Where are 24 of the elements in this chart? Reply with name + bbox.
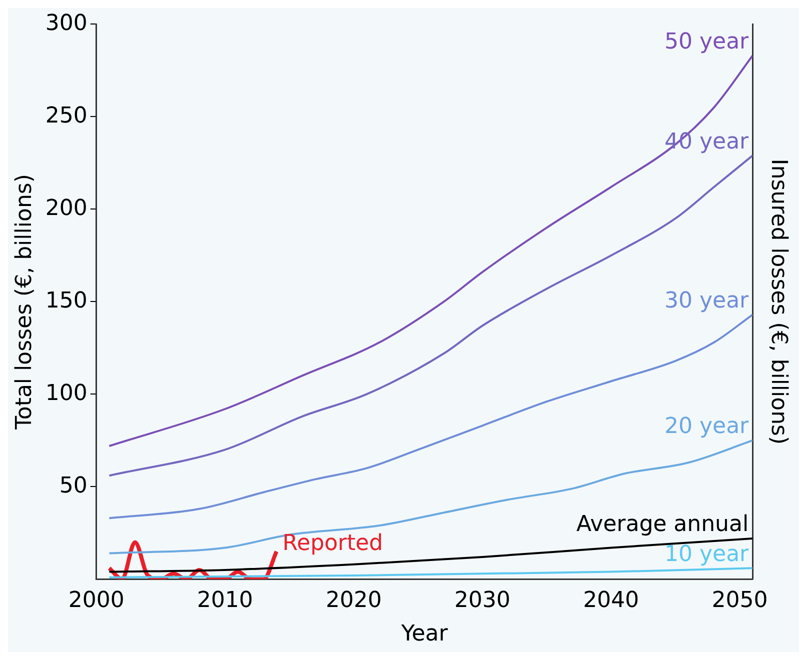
y-tick-label: 250 [45, 103, 88, 128]
y2-axis-title: Insured losses (€, billions) [766, 158, 792, 445]
series-label: 50 year [664, 29, 750, 54]
y-tick-label: 50 [59, 473, 88, 498]
y-tick-label: 300 [45, 10, 88, 36]
x-axis-title: Year [400, 622, 449, 647]
y-axis-title: Total losses (€, billions) [12, 174, 37, 430]
x-tick-label: 2000 [68, 588, 124, 614]
x-tick-label: 2030 [454, 588, 510, 614]
series-label: 30 year [664, 288, 750, 314]
x-tick-label: 2010 [197, 588, 254, 614]
x-tick-label: 2050 [712, 588, 768, 614]
series-label: 20 year [664, 414, 750, 440]
line-series [108, 54, 753, 447]
line-series [108, 567, 753, 578]
x-tick-label: 2020 [326, 588, 382, 614]
y-tick-label: 100 [45, 380, 88, 406]
y-tick-label: 200 [45, 196, 88, 221]
y-tick-label: 150 [45, 288, 88, 314]
line-series [108, 154, 753, 477]
series-label: Reported [282, 531, 383, 556]
x-tick-label: 2040 [583, 588, 640, 614]
series-label: Average annual [576, 512, 749, 538]
series-label: 10 year [664, 542, 750, 567]
